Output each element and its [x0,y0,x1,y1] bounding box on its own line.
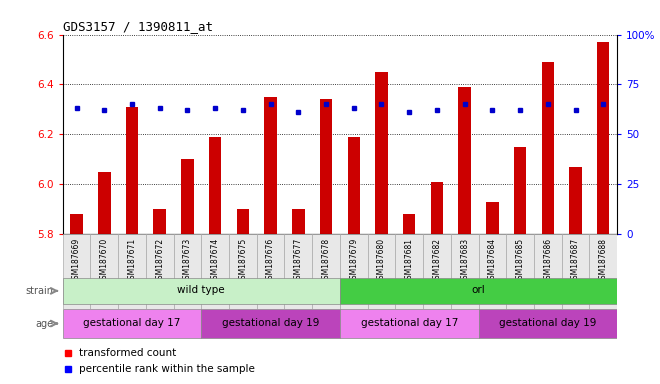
Bar [201,234,229,309]
Text: gestational day 19: gestational day 19 [222,318,319,328]
Bar [534,234,562,309]
Bar [63,309,201,338]
Text: GSM187669: GSM187669 [72,238,81,284]
Bar [478,234,506,309]
Text: GSM187673: GSM187673 [183,238,192,284]
Bar [368,234,395,309]
Bar [90,234,118,309]
Bar [118,234,146,309]
Bar [292,209,304,234]
Text: GSM187687: GSM187687 [571,238,580,284]
Text: orl: orl [472,285,485,295]
Bar [201,309,340,338]
Text: percentile rank within the sample: percentile rank within the sample [79,364,255,374]
Text: GSM187685: GSM187685 [515,238,525,284]
Bar [284,234,312,309]
Bar [542,62,554,234]
Bar [340,234,368,309]
Text: GSM187683: GSM187683 [460,238,469,284]
Bar [209,137,221,234]
Bar [154,209,166,234]
Bar [506,234,534,309]
Bar [597,42,609,234]
Bar [589,234,617,309]
Bar [451,234,478,309]
Bar [486,202,498,234]
Text: strain: strain [25,286,53,296]
Bar [312,234,340,309]
Text: GSM187680: GSM187680 [377,238,386,284]
Bar [257,234,284,309]
Bar [63,234,90,309]
Bar [348,137,360,234]
Text: GSM187671: GSM187671 [127,238,137,284]
Text: gestational day 17: gestational day 17 [360,318,458,328]
Bar [265,97,277,234]
Bar [174,234,201,309]
Bar [63,278,340,304]
Text: GSM187677: GSM187677 [294,238,303,284]
Bar [340,309,478,338]
Bar [182,159,193,234]
Bar [403,214,415,234]
Text: transformed count: transformed count [79,348,177,358]
Text: GSM187686: GSM187686 [543,238,552,284]
Bar [229,234,257,309]
Text: GDS3157 / 1390811_at: GDS3157 / 1390811_at [63,20,213,33]
Text: age: age [35,318,53,329]
Bar [146,234,174,309]
Bar [376,72,387,234]
Bar [514,147,526,234]
Bar [395,234,423,309]
Bar [459,87,471,234]
Bar [126,107,138,234]
Bar [237,209,249,234]
Text: GSM187674: GSM187674 [211,238,220,284]
Text: wild type: wild type [178,285,225,295]
Bar [570,167,581,234]
Bar [431,182,443,234]
Text: gestational day 17: gestational day 17 [83,318,181,328]
Bar [71,214,82,234]
Bar [98,172,110,234]
Text: GSM187675: GSM187675 [238,238,248,284]
Text: GSM187688: GSM187688 [599,238,608,284]
Bar [423,234,451,309]
Text: GSM187676: GSM187676 [266,238,275,284]
Text: GSM187682: GSM187682 [432,238,442,284]
Bar [562,234,589,309]
Text: GSM187678: GSM187678 [321,238,331,284]
Text: GSM187670: GSM187670 [100,238,109,284]
Text: GSM187679: GSM187679 [349,238,358,284]
Text: GSM187672: GSM187672 [155,238,164,284]
Text: GSM187684: GSM187684 [488,238,497,284]
Bar [340,278,617,304]
Bar [320,99,332,234]
Bar [478,309,617,338]
Text: gestational day 19: gestational day 19 [499,318,597,328]
Text: GSM187681: GSM187681 [405,238,414,284]
